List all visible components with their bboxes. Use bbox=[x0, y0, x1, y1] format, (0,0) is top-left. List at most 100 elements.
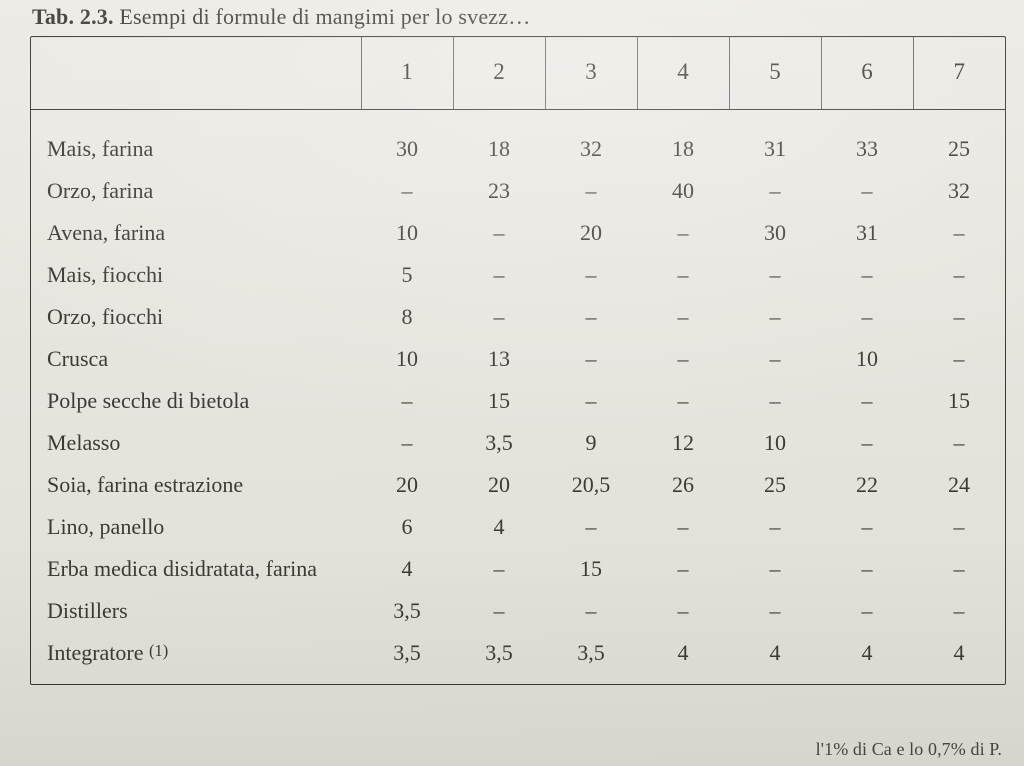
cell: – bbox=[637, 212, 729, 254]
table-frame: 1 2 3 4 5 6 7 Mais, farina30183218313325… bbox=[30, 36, 1006, 685]
table-row: Distillers3,5–––––– bbox=[31, 590, 1005, 632]
table-row: Polpe secche di bietola–15––––15 bbox=[31, 380, 1005, 422]
cell: 15 bbox=[913, 380, 1005, 422]
cell: – bbox=[821, 590, 913, 632]
cell: 15 bbox=[545, 548, 637, 590]
cell: – bbox=[637, 254, 729, 296]
cell: – bbox=[821, 506, 913, 548]
row-label: Erba medica disidratata, farina bbox=[31, 548, 361, 590]
table-row: Mais, farina30183218313325 bbox=[31, 110, 1005, 171]
cell: 18 bbox=[637, 110, 729, 171]
cell: – bbox=[729, 338, 821, 380]
cell: – bbox=[913, 422, 1005, 464]
cell: – bbox=[637, 590, 729, 632]
cell: – bbox=[545, 170, 637, 212]
cell: – bbox=[913, 548, 1005, 590]
cell: 3,5 bbox=[361, 632, 453, 684]
col-5: 5 bbox=[729, 37, 821, 110]
footnote-fragment: l'1% di Ca e lo 0,7% di P. bbox=[816, 739, 1002, 760]
cell: – bbox=[913, 254, 1005, 296]
cell: – bbox=[453, 212, 545, 254]
col-4: 4 bbox=[637, 37, 729, 110]
cell: – bbox=[637, 548, 729, 590]
cell: – bbox=[361, 380, 453, 422]
row-label: Soia, farina estrazione bbox=[31, 464, 361, 506]
cell: 20 bbox=[453, 464, 545, 506]
cell: 24 bbox=[913, 464, 1005, 506]
col-7: 7 bbox=[913, 37, 1005, 110]
cell: – bbox=[821, 422, 913, 464]
cell: – bbox=[729, 170, 821, 212]
cell: – bbox=[545, 506, 637, 548]
cell: – bbox=[637, 380, 729, 422]
row-label: Lino, panello bbox=[31, 506, 361, 548]
cell: – bbox=[453, 548, 545, 590]
cell: 23 bbox=[453, 170, 545, 212]
cell: 30 bbox=[729, 212, 821, 254]
cell: – bbox=[821, 380, 913, 422]
cell: 10 bbox=[361, 212, 453, 254]
cell: 6 bbox=[361, 506, 453, 548]
col-1: 1 bbox=[361, 37, 453, 110]
cell: 25 bbox=[729, 464, 821, 506]
cell: 20 bbox=[545, 212, 637, 254]
cell: 4 bbox=[913, 632, 1005, 684]
cell: 9 bbox=[545, 422, 637, 464]
row-label: Distillers bbox=[31, 590, 361, 632]
cell: – bbox=[821, 170, 913, 212]
cell: – bbox=[545, 590, 637, 632]
cell: – bbox=[361, 422, 453, 464]
table-row: Avena, farina10–20–3031– bbox=[31, 212, 1005, 254]
cell: – bbox=[637, 506, 729, 548]
cell: 20,5 bbox=[545, 464, 637, 506]
cell: – bbox=[545, 296, 637, 338]
table-caption: Tab. 2.3. Esempi di formule di mangimi p… bbox=[30, 0, 1006, 36]
page: Tab. 2.3. Esempi di formule di mangimi p… bbox=[0, 0, 1024, 766]
cell: – bbox=[361, 170, 453, 212]
table-row: Soia, farina estrazione202020,526252224 bbox=[31, 464, 1005, 506]
cell: – bbox=[821, 296, 913, 338]
cell: – bbox=[913, 506, 1005, 548]
feed-formula-table: 1 2 3 4 5 6 7 Mais, farina30183218313325… bbox=[31, 37, 1005, 684]
cell: – bbox=[729, 506, 821, 548]
cell: 12 bbox=[637, 422, 729, 464]
caption-bold: Tab. 2.3. bbox=[32, 4, 114, 29]
cell: 3,5 bbox=[453, 422, 545, 464]
cell: 40 bbox=[637, 170, 729, 212]
cell: – bbox=[453, 296, 545, 338]
cell: 13 bbox=[453, 338, 545, 380]
cell: 32 bbox=[545, 110, 637, 171]
cell: 4 bbox=[729, 632, 821, 684]
cell: 3,5 bbox=[361, 590, 453, 632]
cell: – bbox=[821, 254, 913, 296]
row-label: Mais, fiocchi bbox=[31, 254, 361, 296]
cell: 22 bbox=[821, 464, 913, 506]
cell: 26 bbox=[637, 464, 729, 506]
cell: 4 bbox=[453, 506, 545, 548]
caption-rest: Esempi di formule di mangimi per lo svez… bbox=[114, 4, 531, 29]
cell: 25 bbox=[913, 110, 1005, 171]
cell: 20 bbox=[361, 464, 453, 506]
table-row: Crusca1013–––10– bbox=[31, 338, 1005, 380]
cell: 18 bbox=[453, 110, 545, 171]
cell: 15 bbox=[453, 380, 545, 422]
row-label: Avena, farina bbox=[31, 212, 361, 254]
cell: 10 bbox=[361, 338, 453, 380]
cell: 10 bbox=[821, 338, 913, 380]
row-label: Orzo, farina bbox=[31, 170, 361, 212]
cell: 10 bbox=[729, 422, 821, 464]
table-row: Integratore (1)3,53,53,54444 bbox=[31, 632, 1005, 684]
table-body: Mais, farina30183218313325Orzo, farina–2… bbox=[31, 110, 1005, 685]
row-label: Orzo, fiocchi bbox=[31, 296, 361, 338]
cell: – bbox=[729, 380, 821, 422]
row-label: Polpe secche di bietola bbox=[31, 380, 361, 422]
table-row: Lino, panello64––––– bbox=[31, 506, 1005, 548]
cell: – bbox=[637, 338, 729, 380]
cell: 30 bbox=[361, 110, 453, 171]
header-blank bbox=[31, 37, 361, 110]
cell: 32 bbox=[913, 170, 1005, 212]
row-label: Crusca bbox=[31, 338, 361, 380]
cell: 31 bbox=[821, 212, 913, 254]
superscript: (1) bbox=[149, 641, 168, 660]
row-label: Melasso bbox=[31, 422, 361, 464]
